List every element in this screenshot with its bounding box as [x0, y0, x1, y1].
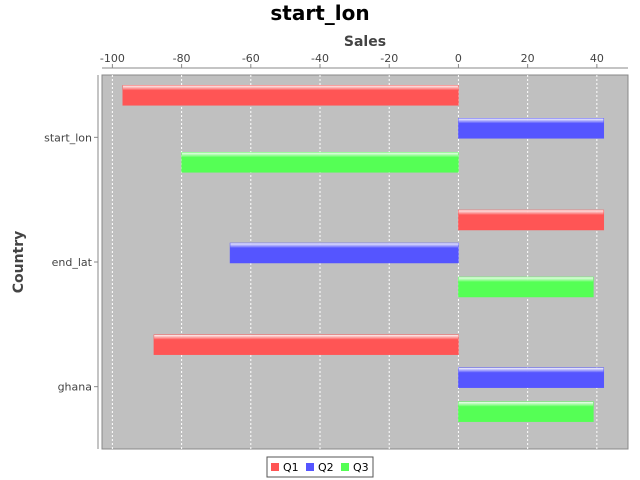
legend-label: Q2 [318, 461, 334, 474]
x-tick-label: -100 [100, 52, 125, 65]
x-tick-label: 40 [590, 52, 604, 65]
legend-label: Q1 [283, 461, 299, 474]
legend-box [266, 456, 374, 478]
bar-q1-end-lat [458, 209, 605, 231]
x-tick-label: 20 [521, 52, 535, 65]
y-axis-label: Country [11, 231, 27, 294]
bar-q2-end-lat [229, 242, 459, 264]
bar-q3-end-lat [458, 276, 594, 298]
x-tick-label: -20 [380, 52, 398, 65]
bar-q3-ghana [458, 401, 594, 422]
bar-q1-ghana [153, 334, 459, 355]
bar-q3-start-lon [181, 152, 459, 173]
legend: Q1 Q2 Q3 [266, 456, 374, 478]
legend-swatch [341, 463, 349, 471]
x-tick-label: -40 [311, 52, 329, 65]
chart-title: start_lon [270, 1, 369, 25]
y-tick-label: start_lon [44, 131, 92, 144]
legend-swatch [271, 463, 279, 471]
x-axis: -100 -80 -60 -40 -20 0 20 40 [100, 52, 628, 69]
x-tick-label: 0 [455, 52, 462, 65]
x-tick-label: -60 [242, 52, 260, 65]
legend-label: Q3 [353, 461, 369, 474]
legend-swatch [306, 463, 314, 471]
bar-q1-start-lon [122, 85, 459, 106]
x-axis-label: Sales [344, 34, 386, 50]
y-tick-label: ghana [58, 381, 92, 394]
y-tick-label: end_lat [52, 256, 93, 269]
bar-q2-start-lon [458, 118, 605, 139]
x-tick-label: -80 [173, 52, 191, 65]
bar-q2-ghana [458, 367, 605, 388]
bars [122, 85, 605, 422]
